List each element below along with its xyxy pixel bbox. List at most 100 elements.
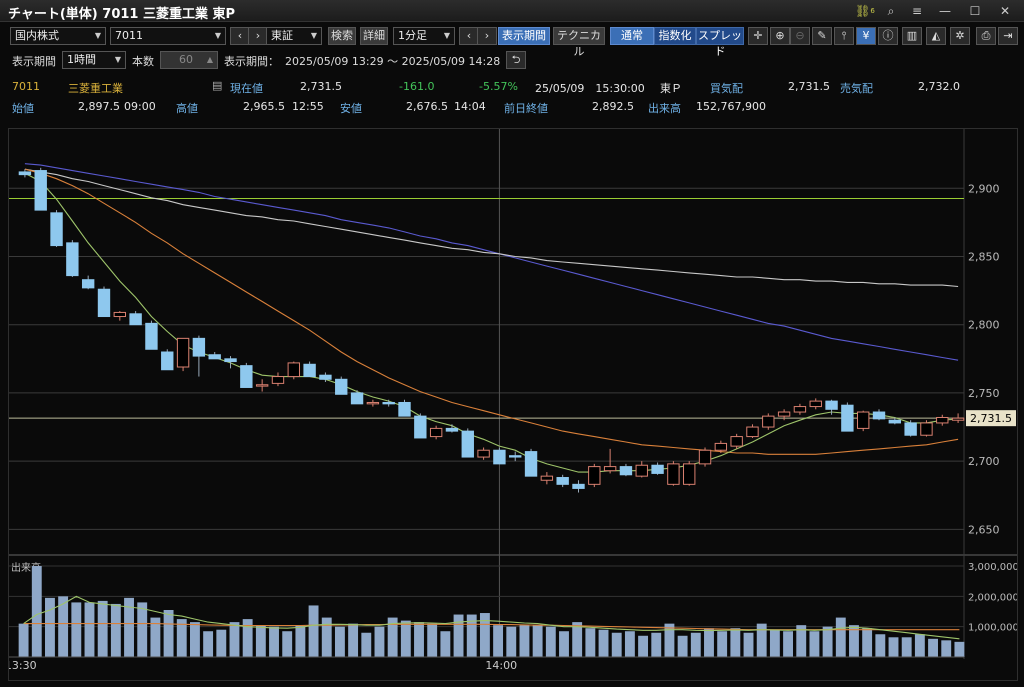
volume-bar (203, 631, 214, 657)
candle-body (904, 422, 917, 436)
range-value: 2025/05/09 13:29 ～ 2025/05/09 14:28 (285, 55, 501, 68)
volume-bar (137, 602, 148, 657)
volume-bar (361, 632, 372, 657)
low-label: 安値 (340, 102, 362, 115)
volume-bar (690, 632, 701, 657)
candle-body (176, 337, 190, 368)
ma-short-line (24, 172, 959, 473)
candle-body (66, 242, 79, 277)
bars-icon[interactable]: ▥ (902, 27, 922, 45)
volume-bar (677, 635, 688, 657)
candle-body (698, 449, 712, 465)
maximize-button[interactable]: ☐ (969, 4, 981, 18)
prev-period-button[interactable]: ‹ (459, 27, 479, 45)
interval-select-value: 1分足 (398, 29, 427, 42)
volume-bar (176, 619, 187, 657)
candle-body (556, 477, 569, 485)
volume-bar (45, 597, 55, 657)
volume-bar (914, 634, 925, 657)
candle-body (382, 401, 395, 405)
ma-long-line (24, 168, 959, 288)
wrench-icon[interactable]: ✲ (950, 27, 970, 45)
period-select[interactable]: 1時間 ▼ (62, 51, 126, 69)
candle-body (872, 411, 886, 420)
area-chart-icon[interactable]: ◭ (926, 27, 946, 45)
print-icon[interactable]: ⎙ (976, 27, 996, 45)
volume-bar (163, 610, 174, 657)
volume-bar (308, 605, 319, 657)
next-code-button[interactable]: › (248, 27, 268, 45)
mode-index-button[interactable]: 指数化 (654, 27, 696, 45)
volume-bar (809, 631, 820, 657)
volume-bar (519, 625, 530, 657)
candle-body (509, 455, 522, 458)
candle-body (572, 483, 585, 489)
menu-icon[interactable]: ≡ (911, 4, 923, 18)
candle-body (888, 419, 902, 424)
volume-bar (479, 613, 490, 657)
volume-ma-short-line (23, 595, 960, 640)
bid-label: 買気配 (710, 82, 743, 95)
export-icon[interactable]: ⇥ (998, 27, 1018, 45)
candle-body (936, 416, 949, 424)
code-input[interactable]: 7011 ▼ (110, 27, 226, 45)
volume-y-tick-label: 2,000,000 (968, 592, 1017, 603)
volume-bar (321, 617, 332, 657)
search-icon[interactable]: ⌕ (887, 3, 895, 18)
volume-bar (901, 637, 912, 657)
interval-select[interactable]: 1分足 ▼ (393, 27, 455, 45)
close-button[interactable]: ✕ (999, 4, 1011, 18)
y-tick-label: 2,900 (968, 182, 1000, 195)
market-select-value: 国内株式 (15, 29, 59, 42)
candle-body (477, 449, 490, 458)
zoom-out-icon[interactable]: ⊖ (790, 27, 810, 45)
chevron-down-icon: ▼ (214, 31, 221, 40)
count-input[interactable]: 60 ▲ (160, 51, 218, 69)
exchange-select[interactable]: 東証 ▼ (266, 27, 322, 45)
prev-close-value: 2,892.5 (592, 100, 634, 113)
candle-body (81, 279, 95, 289)
volume-bar (414, 622, 424, 657)
zoom-in-icon[interactable]: ⊕ (770, 27, 790, 45)
volume-bar (928, 638, 938, 657)
search-button[interactable]: 検索 (328, 27, 356, 45)
yen-icon[interactable]: ¥ (856, 27, 876, 45)
candle-body (208, 354, 221, 360)
volume-bar (255, 625, 266, 657)
minimize-button[interactable]: — (939, 4, 951, 18)
current-value: 2,731.5 (300, 80, 342, 93)
x-tick-label: 13:30 (9, 659, 37, 672)
info-icon[interactable]: ⓘ (878, 27, 898, 45)
candle-body (651, 464, 664, 474)
last-price-tag-text: 2,731.5 (970, 412, 1012, 425)
prev-code-button[interactable]: ‹ (230, 27, 250, 45)
quote-datetime: 25/05/09 15:30:00 (535, 82, 645, 95)
volume-bar (559, 631, 569, 657)
display-period-button[interactable]: 表示期間 (498, 27, 550, 45)
next-period-button[interactable]: › (477, 27, 497, 45)
volume-bar (730, 628, 741, 657)
technical-button[interactable]: テクニカル (553, 27, 605, 58)
candle-icon[interactable]: ⫯ (834, 27, 854, 45)
volume-bar (216, 629, 227, 657)
high-time: 12:55 (292, 100, 324, 113)
price-chart-svg[interactable]: 2,650 2,700 2,750 2,800 2,850 2,900 2,731.5 1,0… (5, 129, 1019, 680)
x-tick-label: 14:00 (485, 659, 517, 672)
candle-body (714, 442, 728, 451)
mode-normal-button[interactable]: 通常 (610, 27, 654, 45)
chart-area[interactable]: 2,650 2,700 2,750 2,800 2,850 2,900 2,731.5 1,0… (5, 128, 1019, 681)
detail-button[interactable]: 詳細 (360, 27, 388, 45)
volume-bar (150, 617, 161, 657)
note-icon[interactable]: ▤ (212, 79, 223, 92)
link-icon[interactable]: ⛓ 6 (855, 4, 875, 18)
title-bar-icons: ⛓ 6 ⌕ ≡ — ☐ ✕ (852, 0, 1020, 22)
candle-body (145, 322, 158, 350)
mode-spread-button[interactable]: スプレッド (696, 27, 744, 58)
pen-icon[interactable]: ✎ (812, 27, 832, 45)
market-select[interactable]: 国内株式 ▼ (10, 27, 106, 45)
crosshair-icon[interactable]: ✛ (748, 27, 768, 45)
volume-bar (664, 623, 675, 657)
ask-label: 売気配 (840, 82, 873, 95)
ask-value: 2,732.0 (918, 80, 960, 93)
undo-icon[interactable]: ⮌ (506, 51, 526, 69)
